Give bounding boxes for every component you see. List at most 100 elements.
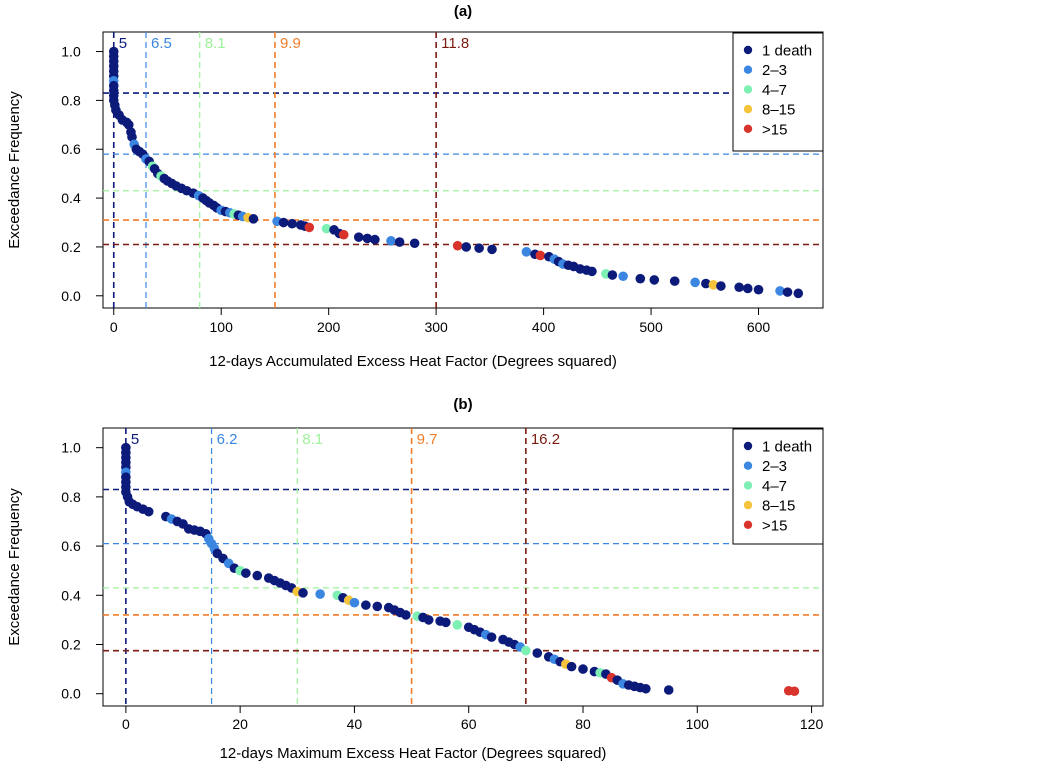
legend-label: 1 death	[762, 43, 812, 60]
data-point	[248, 214, 259, 224]
data-point	[321, 223, 332, 234]
data-point	[587, 266, 597, 277]
panel-label: (b)	[453, 396, 472, 413]
y-tick-label: 0.6	[61, 141, 81, 157]
data-point	[370, 234, 380, 245]
legend-label: 4–7	[762, 82, 787, 99]
legend-marker	[743, 65, 753, 74]
x-tick-label: 600	[747, 319, 771, 335]
x-tick-label: 120	[800, 716, 824, 732]
data-point	[362, 233, 373, 244]
data-point	[641, 683, 651, 694]
threshold-label: 6.2	[217, 431, 238, 448]
x-tick-label: 100	[686, 716, 710, 732]
legend-marker	[743, 441, 753, 451]
x-tick-label: 0	[110, 319, 118, 335]
data-point	[304, 222, 315, 233]
data-point	[635, 273, 646, 284]
data-point	[793, 288, 804, 299]
data-point	[742, 283, 753, 294]
x-tick-label: 200	[317, 319, 341, 335]
threshold-label: 9.7	[417, 431, 438, 448]
data-point	[532, 648, 543, 658]
data-point	[401, 610, 411, 620]
legend-marker	[743, 104, 753, 114]
y-tick-label: 1.0	[61, 440, 81, 456]
data-point	[452, 240, 463, 251]
data-point	[535, 250, 546, 261]
y-tick-label: 0.0	[61, 686, 81, 702]
threshold-label: 8.1	[302, 431, 323, 448]
data-point	[349, 597, 360, 608]
data-point	[701, 278, 711, 289]
data-point	[127, 132, 137, 142]
y-tick-label: 0.4	[61, 587, 81, 603]
data-point	[487, 244, 497, 255]
x-axis-label: 12-days Maximum Excess Heat Factor (Degr…	[220, 745, 607, 762]
data-point	[782, 287, 793, 297]
data-point	[474, 243, 484, 253]
y-tick-label: 0.4	[61, 190, 81, 206]
legend-marker	[743, 85, 753, 94]
x-tick-label: 500	[639, 319, 663, 335]
data-point	[663, 685, 674, 695]
plot-frame	[102, 31, 824, 309]
data-point	[607, 270, 618, 280]
y-tick-label: 0.2	[61, 636, 81, 652]
data-point	[386, 236, 396, 246]
y-tick-label: 0.8	[61, 92, 81, 108]
x-tick-label: 20	[232, 716, 248, 732]
data-point	[409, 238, 420, 249]
legend-label: >15	[762, 517, 787, 534]
data-point	[143, 506, 154, 517]
legend: 1 death 2–3 4–7 8–15 >15	[732, 428, 824, 545]
data-point	[394, 237, 405, 247]
data-point	[486, 632, 497, 642]
x-tick-label: 80	[575, 716, 591, 732]
legend: 1 death 2–3 4–7 8–15 >15	[732, 32, 824, 152]
legend-marker	[743, 461, 753, 470]
data-point	[315, 589, 325, 599]
data-point	[521, 645, 531, 656]
x-tick-label: 60	[461, 716, 477, 732]
data-points	[108, 46, 804, 299]
x-tick-label: 100	[210, 319, 234, 335]
legend-label: 2–3	[762, 62, 787, 79]
legend-marker	[743, 500, 753, 510]
data-points	[121, 442, 800, 697]
x-tick-label: 400	[532, 319, 556, 335]
y-tick-label: 0.0	[61, 288, 81, 304]
threshold-lines	[103, 428, 823, 706]
x-tick-label: 0	[122, 716, 130, 732]
data-point	[461, 242, 472, 252]
threshold-label: 6.5	[151, 35, 172, 52]
threshold-lines	[103, 32, 823, 308]
data-point	[361, 600, 371, 610]
legend-label: >15	[762, 121, 787, 138]
threshold-label: 11.8	[441, 35, 469, 52]
data-point	[338, 229, 349, 240]
data-point	[716, 281, 726, 291]
x-tick-label: 40	[347, 716, 363, 732]
data-point	[353, 232, 364, 242]
legend-marker	[743, 481, 753, 490]
threshold-label: 8.1	[205, 35, 226, 52]
data-point	[618, 271, 628, 282]
y-axis-label: Exceedance Frequency	[6, 91, 23, 249]
legend-label: 2–3	[762, 458, 787, 475]
threshold-label: 5	[119, 35, 127, 52]
data-point	[734, 282, 744, 293]
y-axis-label: Exceedance Frequency	[6, 488, 23, 646]
data-point	[298, 588, 308, 598]
data-point	[287, 218, 297, 229]
legend-marker	[743, 45, 753, 55]
data-point	[649, 275, 660, 285]
data-point	[452, 620, 463, 630]
legend-label: 8–15	[762, 498, 795, 515]
data-point	[708, 279, 719, 290]
x-tick-label: 300	[424, 319, 448, 335]
data-point	[252, 570, 263, 581]
threshold-label: 9.9	[280, 35, 301, 52]
plot-frame	[102, 427, 824, 707]
